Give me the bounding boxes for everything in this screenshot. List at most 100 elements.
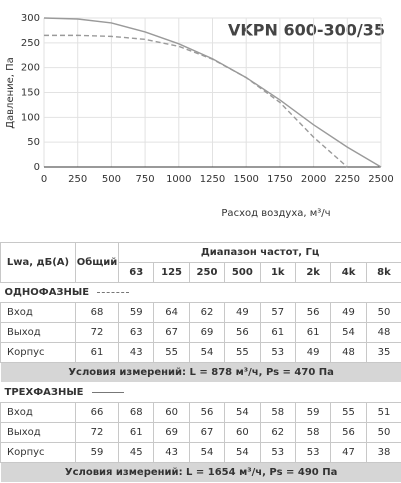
- value-cell: 69: [154, 423, 189, 443]
- freq-header: 2k: [295, 263, 330, 283]
- value-cell: 48: [366, 323, 401, 343]
- value-cell: 47: [331, 443, 366, 463]
- value-cell: 56: [189, 403, 224, 423]
- section-cell: ТРЕХФАЗНЫЕ: [1, 383, 401, 403]
- row-label: Вход: [1, 403, 76, 423]
- y-tick-label: 0: [34, 162, 40, 173]
- value-cell: 58: [260, 403, 295, 423]
- x-tick-label: 500: [102, 174, 121, 185]
- line-sample: [92, 392, 124, 393]
- conditions: Условия измерений: L = 1654 м³/ч, Ps = 4…: [1, 463, 401, 483]
- value-cell: 50: [366, 423, 401, 443]
- value-cell: 62: [189, 303, 224, 323]
- section-cell: ОДНОФАЗНЫЕ: [1, 283, 401, 303]
- conditions: Условия измерений: L = 878 м³/ч, Ps = 47…: [1, 363, 401, 383]
- value-cell: 49: [295, 343, 330, 363]
- value-cell: 38: [366, 443, 401, 463]
- freq-header: 250: [189, 263, 224, 283]
- value-cell: 55: [225, 343, 260, 363]
- x-tick-label: 2250: [335, 174, 360, 185]
- value-cell: 64: [154, 303, 189, 323]
- row-label: Корпус: [1, 443, 76, 463]
- freq-header: 1k: [260, 263, 295, 283]
- value-cell: 54: [189, 443, 224, 463]
- row-label: Корпус: [1, 343, 76, 363]
- row-label: Вход: [1, 303, 76, 323]
- value-cell: 53: [260, 443, 295, 463]
- x-tick-label: 1000: [166, 174, 191, 185]
- freq-header: 8k: [366, 263, 401, 283]
- x-tick-label: 0: [41, 174, 47, 185]
- section-row: ТРЕХФАЗНЫЕ: [1, 383, 401, 403]
- value-cell: 54: [225, 403, 260, 423]
- section-title: ОДНОФАЗНЫЕ: [5, 287, 90, 298]
- x-tick-label: 250: [68, 174, 87, 185]
- value-cell: 54: [331, 323, 366, 343]
- conditions-row: Условия измерений: L = 1654 м³/ч, Ps = 4…: [1, 463, 401, 483]
- freq-header: 4k: [331, 263, 366, 283]
- value-cell: 68: [119, 403, 154, 423]
- value-cell: 49: [331, 303, 366, 323]
- value-cell: 59: [295, 403, 330, 423]
- value-cell: 51: [366, 403, 401, 423]
- x-axis-label: Расход воздуха, м³/ч: [221, 208, 330, 219]
- value-cell: 58: [295, 423, 330, 443]
- x-tick-label: 2000: [301, 174, 326, 185]
- value-cell: 66: [76, 403, 119, 423]
- row-label: Выход: [1, 423, 76, 443]
- value-cell: 61: [119, 423, 154, 443]
- value-cell: 48: [331, 343, 366, 363]
- value-cell: 59: [76, 443, 119, 463]
- value-cell: 61: [76, 343, 119, 363]
- y-tick-label: 100: [21, 112, 40, 123]
- freq-header: 63: [119, 263, 154, 283]
- value-cell: 72: [76, 323, 119, 343]
- value-cell: 60: [154, 403, 189, 423]
- value-cell: 72: [76, 423, 119, 443]
- conditions-row: Условия измерений: L = 878 м³/ч, Ps = 47…: [1, 363, 401, 383]
- y-tick-label: 200: [21, 63, 40, 74]
- value-cell: 60: [225, 423, 260, 443]
- value-cell: 56: [295, 303, 330, 323]
- value-cell: 54: [225, 443, 260, 463]
- total-header: Общий: [76, 243, 119, 283]
- value-cell: 43: [154, 443, 189, 463]
- value-cell: 59: [119, 303, 154, 323]
- x-tick-label: 750: [136, 174, 155, 185]
- section-row: ОДНОФАЗНЫЕ: [1, 283, 401, 303]
- label-header: Lwa, дБ(A): [1, 243, 76, 283]
- line-sample: [97, 292, 129, 293]
- x-tick-label: 1250: [200, 174, 225, 185]
- value-cell: 35: [366, 343, 401, 363]
- value-cell: 69: [189, 323, 224, 343]
- value-cell: 45: [119, 443, 154, 463]
- value-cell: 67: [189, 423, 224, 443]
- y-tick-label: 150: [21, 88, 40, 99]
- value-cell: 61: [295, 323, 330, 343]
- value-cell: 57: [260, 303, 295, 323]
- y-axis-label: Давление, Па: [5, 57, 16, 129]
- value-cell: 50: [366, 303, 401, 323]
- y-tick-label: 50: [27, 137, 40, 148]
- value-cell: 49: [225, 303, 260, 323]
- y-tick-label: 300: [21, 13, 40, 24]
- range-header: Диапазон частот, Гц: [119, 243, 401, 263]
- value-cell: 63: [119, 323, 154, 343]
- x-tick-label: 1750: [267, 174, 292, 185]
- value-cell: 68: [76, 303, 119, 323]
- value-cell: 53: [295, 443, 330, 463]
- x-tick-label: 2500: [368, 174, 393, 185]
- row-label: Выход: [1, 323, 76, 343]
- chart-title: VKPN 600-300/35: [228, 21, 385, 40]
- value-cell: 67: [154, 323, 189, 343]
- freq-header: 500: [225, 263, 260, 283]
- value-cell: 62: [260, 423, 295, 443]
